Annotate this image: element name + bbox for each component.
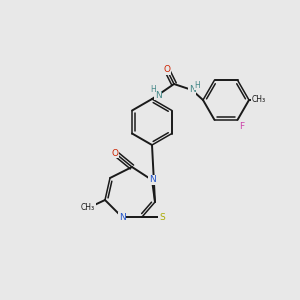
Text: F: F xyxy=(239,122,244,131)
Text: H: H xyxy=(150,85,156,94)
Text: N: N xyxy=(118,212,125,221)
Text: N: N xyxy=(148,176,155,184)
Text: H: H xyxy=(194,80,200,89)
Text: N: N xyxy=(154,91,161,100)
Text: O: O xyxy=(112,148,118,158)
Text: S: S xyxy=(159,212,165,221)
Text: CH₃: CH₃ xyxy=(81,203,95,212)
Text: O: O xyxy=(164,65,170,74)
Text: N: N xyxy=(189,85,195,94)
Text: CH₃: CH₃ xyxy=(252,95,266,104)
